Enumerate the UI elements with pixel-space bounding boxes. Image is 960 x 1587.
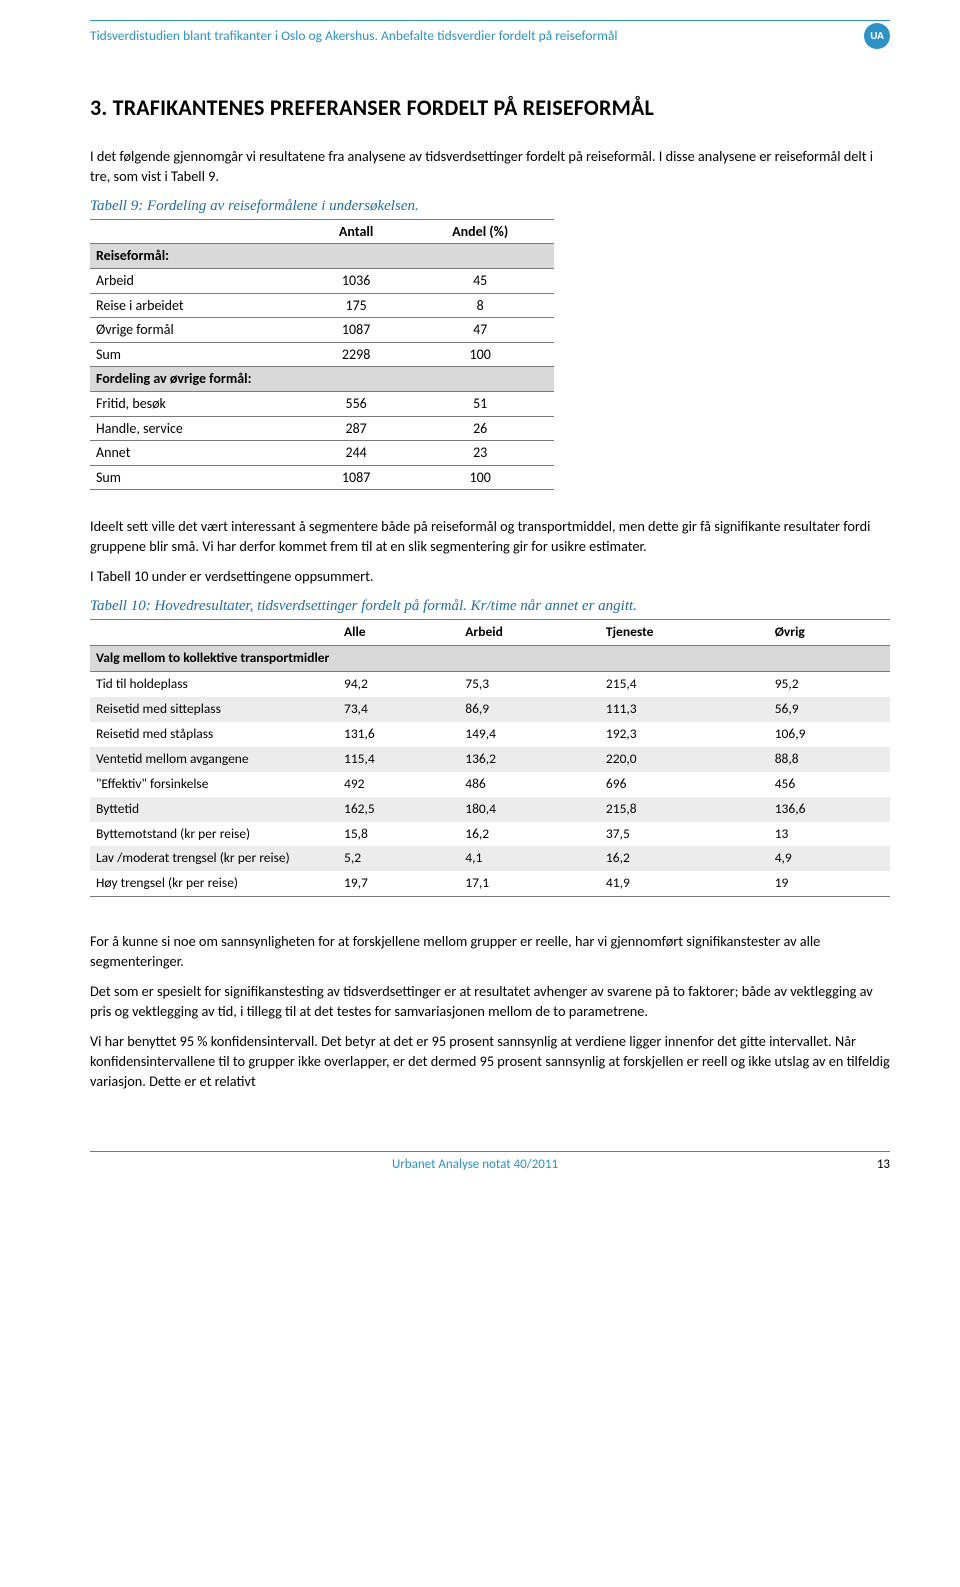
t9-label: Handle, service [90, 416, 306, 441]
t10-cell: 215,8 [600, 797, 769, 822]
t10-cell: 131,6 [338, 722, 459, 747]
t10-cell: 696 [600, 772, 769, 797]
t9-andel: 100 [406, 342, 554, 367]
page-footer: Urbanet Analyse notat 40/2011 13 [90, 1151, 890, 1174]
para-a: For å kunne si noe om sannsynligheten fo… [90, 931, 890, 971]
t9-subheader: Fordeling av øvrige formål: [90, 367, 554, 392]
t10-h3: Tjeneste [600, 620, 769, 646]
para-b: Det som er spesielt for signifikanstesti… [90, 981, 890, 1021]
t10-row-label: Ventetid mellom avgangene [90, 747, 338, 772]
t10-h4: Øvrig [769, 620, 890, 646]
t9-antall: 287 [306, 416, 407, 441]
t9-antall: 1036 [306, 269, 407, 294]
t10-row-label: Byttetid [90, 797, 338, 822]
t10-cell: 41,9 [600, 871, 769, 896]
footer-text: Urbanet Analyse notat 40/2011 [90, 1156, 860, 1174]
t10-row-label: Byttemotstand (kr per reise) [90, 822, 338, 847]
running-header-text: Tidsverdistudien blant trafikanter i Osl… [90, 27, 854, 46]
t10-cell: 4,9 [769, 846, 890, 871]
t9-label: Reise i arbeidet [90, 293, 306, 318]
t9-label: Fritid, besøk [90, 391, 306, 416]
t10-cell: 16,2 [459, 822, 600, 847]
t10-cell: 5,2 [338, 846, 459, 871]
t9-antall: 2298 [306, 342, 407, 367]
t9-antall: 556 [306, 391, 407, 416]
t10-cell: 88,8 [769, 747, 890, 772]
t9-h1: Antall [306, 219, 407, 244]
t10-cell: 95,2 [769, 672, 890, 697]
table9-caption: Tabell 9: Fordeling av reiseformålene i … [90, 196, 890, 217]
t9-antall: 244 [306, 441, 407, 466]
t9-andel: 8 [406, 293, 554, 318]
t10-cell: 486 [459, 772, 600, 797]
t9-h2: Andel (%) [406, 219, 554, 244]
t10-cell: 37,5 [600, 822, 769, 847]
table-9: Antall Andel (%) Reiseformål:Arbeid10364… [90, 219, 554, 491]
t10-cell: 215,4 [600, 672, 769, 697]
t9-andel: 23 [406, 441, 554, 466]
t10-cell: 94,2 [338, 672, 459, 697]
t10-cell: 16,2 [600, 846, 769, 871]
t10-cell: 73,4 [338, 697, 459, 722]
mid-paragraph-1: Ideelt sett ville det vært interessant å… [90, 516, 890, 556]
t10-cell: 13 [769, 822, 890, 847]
t9-andel: 47 [406, 318, 554, 343]
t10-cell: 56,9 [769, 697, 890, 722]
t10-row-label: Reisetid med sitteplass [90, 697, 338, 722]
intro-paragraph: I det følgende gjennomgår vi resultatene… [90, 146, 890, 186]
t10-cell: 111,3 [600, 697, 769, 722]
t10-cell: 4,1 [459, 846, 600, 871]
t10-row-label: Lav /moderat trengsel (kr per reise) [90, 846, 338, 871]
t9-antall: 1087 [306, 465, 407, 490]
t10-row-label: Høy trengsel (kr per reise) [90, 871, 338, 896]
t9-label: Sum [90, 465, 306, 490]
running-header: Tidsverdistudien blant trafikanter i Osl… [90, 20, 890, 55]
t10-h2: Arbeid [459, 620, 600, 646]
t9-andel: 26 [406, 416, 554, 441]
t10-cell: 162,5 [338, 797, 459, 822]
t10-cell: 192,3 [600, 722, 769, 747]
page-number: 13 [860, 1156, 890, 1174]
t10-cell: 106,9 [769, 722, 890, 747]
t10-cell: 180,4 [459, 797, 600, 822]
table10-caption: Tabell 10: Hovedresultater, tidsverdsett… [90, 596, 890, 617]
t10-cell: 136,6 [769, 797, 890, 822]
t10-section-header: Valg mellom to kollektive transportmidle… [90, 646, 890, 672]
t9-label: Arbeid [90, 269, 306, 294]
t10-cell: 456 [769, 772, 890, 797]
t9-h0 [90, 219, 306, 244]
table-10: Alle Arbeid Tjeneste Øvrig Valg mellom t… [90, 619, 890, 897]
t9-antall: 175 [306, 293, 407, 318]
mid-paragraph-2: I Tabell 10 under er verdsettingene opps… [90, 566, 890, 586]
t10-cell: 492 [338, 772, 459, 797]
ua-badge-icon: UA [864, 23, 890, 49]
t10-cell: 220,0 [600, 747, 769, 772]
t9-label: Sum [90, 342, 306, 367]
t10-cell: 115,4 [338, 747, 459, 772]
t10-cell: 149,4 [459, 722, 600, 747]
t10-cell: 19 [769, 871, 890, 896]
t9-antall: 1087 [306, 318, 407, 343]
t9-andel: 100 [406, 465, 554, 490]
t9-label: Øvrige formål [90, 318, 306, 343]
t9-andel: 45 [406, 269, 554, 294]
t10-cell: 17,1 [459, 871, 600, 896]
t9-andel: 51 [406, 391, 554, 416]
section-heading: 3. TRAFIKANTENES PREFERANSER FORDELT PÅ … [90, 93, 890, 124]
t10-h1: Alle [338, 620, 459, 646]
para-c: Vi har benyttet 95 % konfidensintervall.… [90, 1031, 890, 1091]
t10-cell: 19,7 [338, 871, 459, 896]
t10-cell: 86,9 [459, 697, 600, 722]
t10-cell: 136,2 [459, 747, 600, 772]
t10-cell: 15,8 [338, 822, 459, 847]
t9-subheader: Reiseformål: [90, 244, 554, 269]
t10-row-label: Tid til holdeplass [90, 672, 338, 697]
t10-h0 [90, 620, 338, 646]
t9-label: Annet [90, 441, 306, 466]
t10-row-label: "Effektiv" forsinkelse [90, 772, 338, 797]
t10-row-label: Reisetid med ståplass [90, 722, 338, 747]
t10-cell: 75,3 [459, 672, 600, 697]
